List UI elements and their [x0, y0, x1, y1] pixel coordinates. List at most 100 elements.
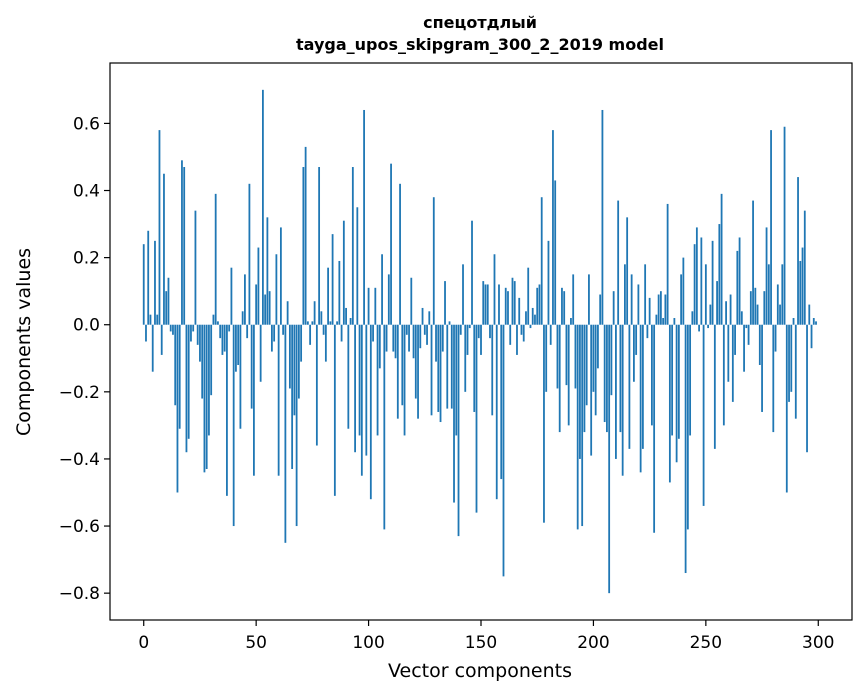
- bar: [718, 224, 721, 325]
- bar: [282, 324, 285, 335]
- bar: [320, 311, 323, 325]
- bar: [264, 294, 267, 325]
- bar: [338, 260, 341, 325]
- bar: [273, 324, 276, 342]
- bar: [262, 89, 264, 325]
- bar: [165, 291, 168, 325]
- bar: [722, 324, 725, 426]
- plot-area-frame: [109, 62, 853, 621]
- bar: [794, 324, 797, 419]
- bar: [774, 324, 777, 352]
- bar: [758, 324, 761, 365]
- bar: [765, 227, 768, 325]
- bar: [176, 324, 179, 493]
- bar: [558, 324, 561, 433]
- bar: [453, 324, 455, 503]
- bar: [684, 324, 687, 574]
- x-axis-ticks: 0 50 100 150 200 250 300: [138, 620, 834, 653]
- bar: [731, 324, 734, 402]
- bar: [668, 324, 671, 483]
- bar: [482, 281, 485, 325]
- bar: [673, 318, 676, 325]
- bar: [199, 324, 201, 362]
- bar: [547, 240, 550, 325]
- bar: [700, 237, 703, 325]
- bar: [516, 324, 518, 355]
- bar: [662, 318, 665, 325]
- bar: [376, 324, 379, 436]
- bar: [365, 324, 368, 456]
- bar: [534, 314, 536, 325]
- bar: [538, 284, 541, 325]
- bar: [237, 324, 240, 365]
- bar: [340, 324, 343, 342]
- bar: [747, 324, 750, 345]
- bar: [702, 324, 705, 506]
- bar: [421, 307, 424, 325]
- bar: [801, 247, 804, 325]
- bar: [788, 324, 790, 402]
- bar: [812, 318, 815, 325]
- bar: [698, 324, 700, 332]
- bar: [716, 281, 718, 325]
- y-tick-label: −0.2: [59, 383, 100, 403]
- bar: [455, 324, 458, 436]
- x-tick-label: 300: [802, 633, 834, 653]
- bar: [324, 324, 327, 362]
- bar: [149, 314, 152, 325]
- bar: [457, 324, 460, 537]
- chart-title: спецотдлый tayga_upos_skipgram_300_2_201…: [296, 13, 664, 54]
- bar: [570, 318, 572, 325]
- bar: [756, 304, 759, 325]
- bar: [644, 264, 647, 325]
- bar: [498, 284, 500, 325]
- bar: [336, 321, 338, 325]
- bar: [306, 321, 309, 325]
- bar: [711, 240, 714, 325]
- bar: [194, 210, 197, 325]
- bar: [529, 324, 532, 329]
- bar: [293, 324, 296, 416]
- bar: [502, 324, 505, 577]
- bar: [671, 324, 674, 436]
- bar: [358, 324, 361, 436]
- bar: [374, 287, 377, 325]
- bar: [581, 324, 584, 527]
- bar: [790, 324, 793, 392]
- bar: [309, 324, 312, 345]
- bar: [536, 287, 539, 325]
- bar: [624, 264, 626, 325]
- bar: [212, 314, 215, 325]
- bar: [567, 324, 570, 426]
- bar: [540, 197, 543, 325]
- bar: [291, 324, 294, 469]
- bar: [686, 324, 689, 530]
- bar: [597, 324, 599, 369]
- bar: [241, 311, 244, 325]
- bar: [315, 324, 318, 446]
- bar: [619, 324, 622, 433]
- bar: [610, 324, 613, 396]
- bar: [230, 267, 233, 325]
- bar: [167, 277, 170, 325]
- bar: [239, 324, 242, 429]
- bar: [590, 324, 593, 456]
- bar: [491, 324, 494, 416]
- bar: [408, 324, 410, 352]
- bar: [363, 109, 365, 325]
- bar: [203, 324, 206, 473]
- bar: [617, 200, 620, 325]
- bar: [653, 324, 656, 533]
- bar: [633, 324, 635, 382]
- bar: [221, 324, 224, 355]
- bar: [803, 210, 806, 325]
- bar: [720, 193, 723, 325]
- bar: [311, 321, 314, 325]
- bar: [664, 294, 667, 325]
- bar: [196, 324, 199, 345]
- bar: [435, 324, 437, 362]
- bar: [704, 264, 707, 325]
- bar: [772, 324, 775, 433]
- bar: [468, 324, 471, 329]
